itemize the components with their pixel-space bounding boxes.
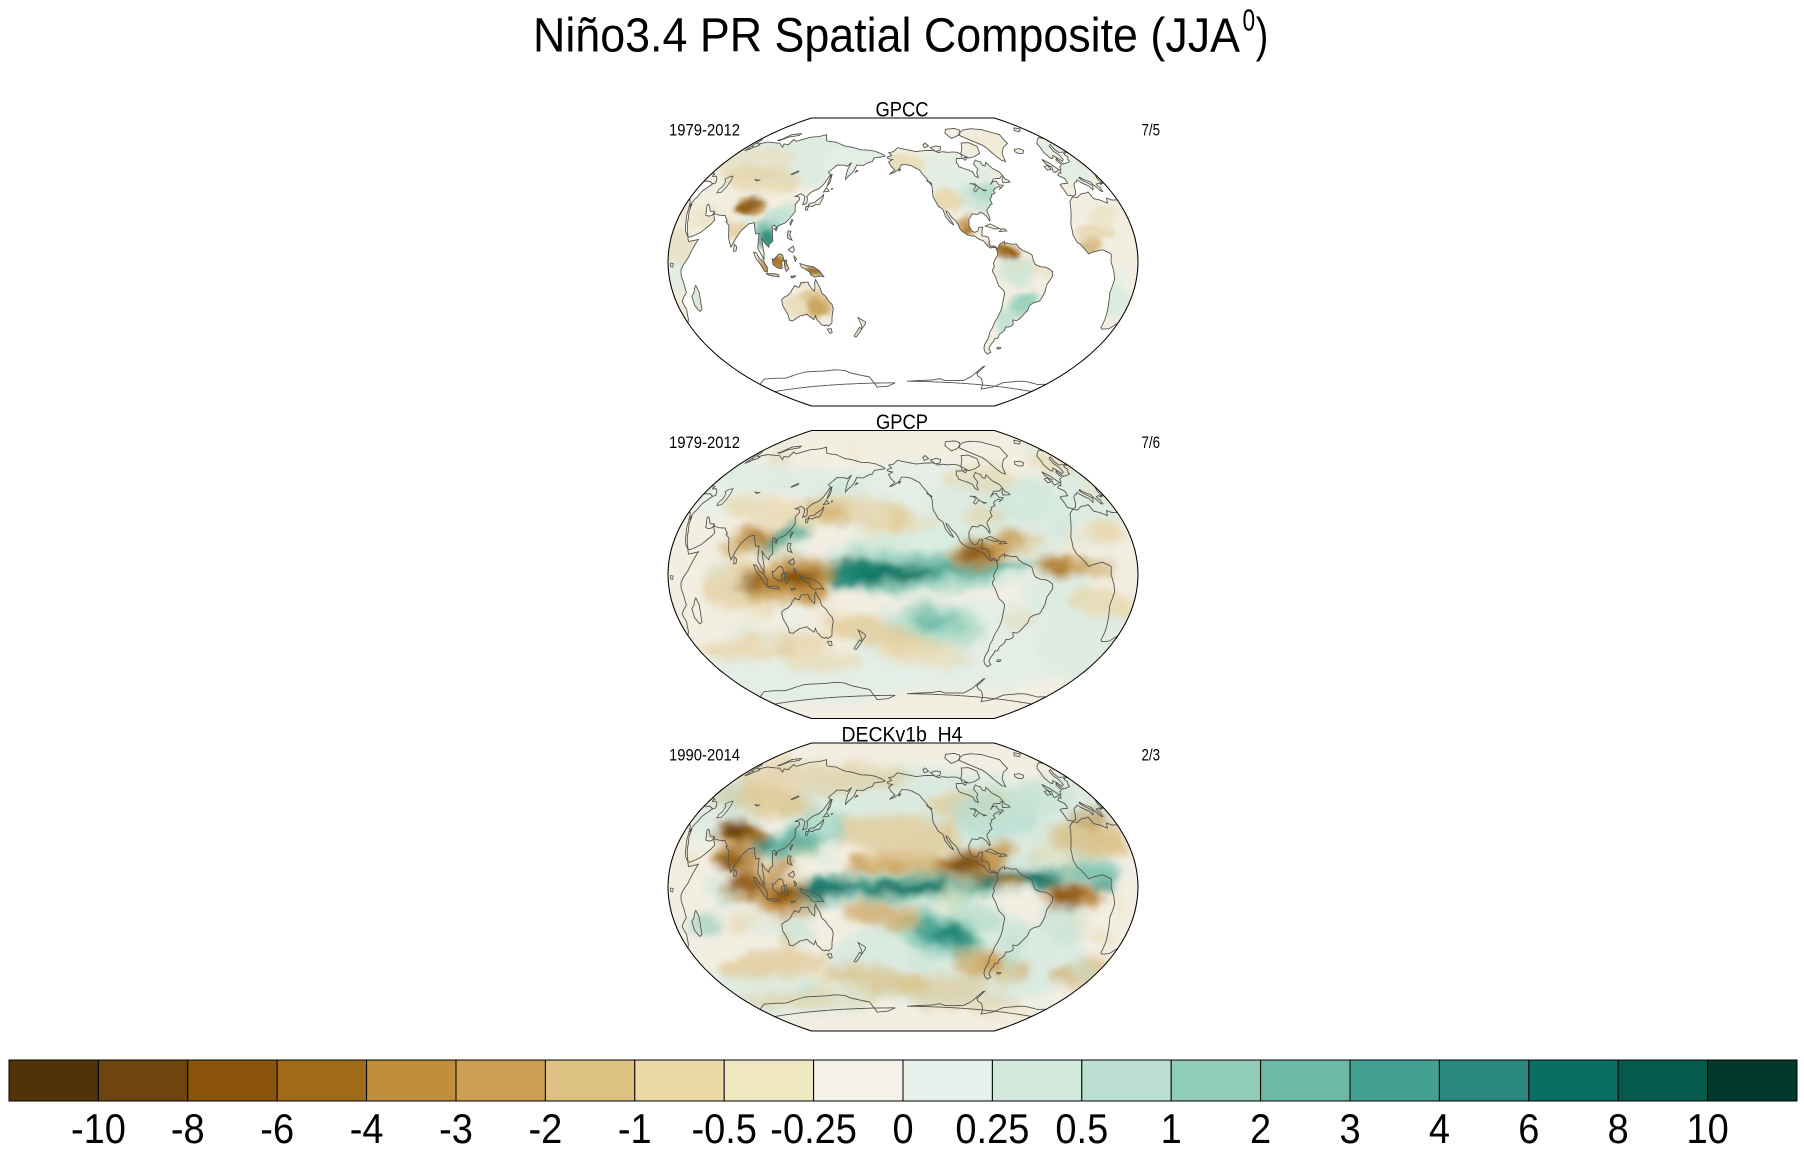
svg-text:-3: -3 xyxy=(439,1105,473,1151)
svg-text:Niño3.4 PR Spatial Composite (: Niño3.4 PR Spatial Composite (JJA xyxy=(533,9,1240,62)
svg-text:1979-2012: 1979-2012 xyxy=(669,433,740,452)
svg-text:1979-2012: 1979-2012 xyxy=(669,121,740,140)
svg-text:1: 1 xyxy=(1161,1105,1182,1151)
svg-text:3: 3 xyxy=(1339,1105,1360,1151)
svg-text:1990-2014: 1990-2014 xyxy=(669,746,740,765)
svg-text:7/6: 7/6 xyxy=(1142,433,1161,452)
svg-text:10: 10 xyxy=(1686,1105,1728,1151)
svg-text:4: 4 xyxy=(1429,1105,1450,1151)
svg-text:0.5: 0.5 xyxy=(1055,1105,1108,1151)
svg-text:-0.5: -0.5 xyxy=(691,1105,757,1151)
svg-text:2/3: 2/3 xyxy=(1142,746,1161,765)
svg-text:2: 2 xyxy=(1250,1105,1271,1151)
svg-text:-1: -1 xyxy=(618,1105,652,1151)
svg-text:): ) xyxy=(1256,9,1269,62)
svg-text:0: 0 xyxy=(1243,2,1256,37)
svg-text:8: 8 xyxy=(1608,1105,1629,1151)
svg-text:-4: -4 xyxy=(350,1105,384,1151)
svg-text:-0.25: -0.25 xyxy=(770,1105,857,1151)
svg-text:0.25: 0.25 xyxy=(955,1105,1029,1151)
svg-text:-8: -8 xyxy=(171,1105,205,1151)
svg-text:-2: -2 xyxy=(529,1105,563,1151)
svg-text:0: 0 xyxy=(892,1105,913,1151)
svg-text:6: 6 xyxy=(1518,1105,1539,1151)
svg-text:-10: -10 xyxy=(71,1105,126,1151)
svg-text:7/5: 7/5 xyxy=(1142,121,1161,140)
svg-text:-6: -6 xyxy=(260,1105,294,1151)
